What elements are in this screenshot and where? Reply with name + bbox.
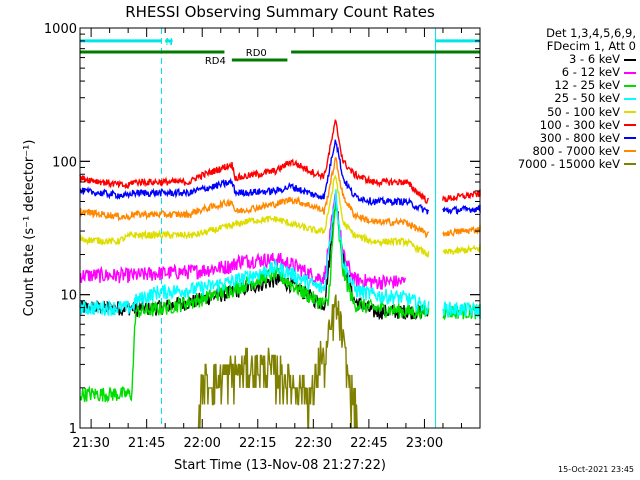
legend: Det 1,3,4,5,6,9, FDecim 1, Att 0 3 - 6 k… [480, 26, 636, 171]
legend-swatch [624, 111, 636, 114]
chart-title: RHESSI Observing Summary Count Rates [125, 3, 435, 21]
series-line-7000-15000-kev-0 [197, 294, 358, 429]
timestamp-stamp: 15-Oct-2021 23:45 [558, 465, 634, 474]
legend-entry-label: 25 - 50 keV [554, 91, 620, 106]
legend-entry-label: 800 - 7000 keV [532, 143, 620, 158]
series-line-12-25-kev-0 [79, 205, 430, 404]
legend-entry: 7000 - 15000 keV [480, 156, 636, 171]
status-bar-label-n: N [165, 37, 172, 48]
legend-entry-label: 50 - 100 keV [547, 104, 620, 119]
plot-frame [79, 27, 481, 429]
status-bar-label-rd4: RD4 [205, 56, 226, 67]
x-tick-label: 23:00 [406, 436, 443, 451]
series-line-25-50-kev-1 [442, 301, 481, 319]
legend-entry-label: 6 - 12 keV [561, 65, 620, 80]
legend-entry: 800 - 7000 keV [480, 143, 636, 158]
x-tick-label: 21:30 [72, 436, 109, 451]
x-tick-label: 22:45 [350, 436, 387, 451]
legend-header-2: FDecim 1, Att 0 [546, 39, 636, 54]
y-axis-label: Count Rate (s⁻¹ detector⁻¹) [22, 140, 37, 317]
legend-swatch [624, 150, 636, 153]
legend-entry-label: 3 - 6 keV [569, 52, 620, 67]
x-tick-label: 21:45 [128, 436, 165, 451]
legend-swatch [624, 58, 636, 61]
legend-swatch [624, 137, 636, 140]
series-line-800-7000-kev-0 [79, 157, 430, 239]
x-axis-label: Start Time (13-Nov-08 21:27:22) [174, 458, 386, 473]
series-line-50-100-kev-0 [79, 174, 430, 258]
legend-entry-label: 12 - 25 keV [554, 78, 620, 93]
legend-swatch [624, 124, 636, 127]
legend-swatch [624, 98, 636, 101]
y-tick-label: 1 [69, 422, 77, 437]
legend-entry: 50 - 100 keV [480, 104, 636, 119]
status-bars-layer: N RD0 RD4 [80, 37, 480, 67]
axes-layer: 1 10 100 1000 21:30 21:45 22:00 22:15 22:30 22:45… [44, 22, 481, 451]
status-bar-label-rd0: RD0 [246, 48, 267, 59]
y-tick-label: 1000 [44, 22, 77, 37]
x-tick-label: 22:00 [183, 436, 220, 451]
legend-swatch [624, 84, 636, 87]
legend-entry-label: 300 - 800 keV [539, 130, 620, 145]
x-tick-label: 22:30 [295, 436, 332, 451]
series-line-100-300-kev-1 [442, 189, 481, 203]
series-line-6-12-kev-0 [79, 193, 406, 291]
series-line-800-7000-kev-1 [442, 224, 481, 238]
legend-entry: 3 - 6 keV [480, 53, 636, 66]
series-layer [79, 119, 481, 429]
series-line-100-300-kev-0 [79, 119, 430, 205]
y-tick-label: 100 [52, 155, 77, 170]
series-line-25-50-kev-0 [79, 189, 430, 317]
legend-entry: 12 - 25 keV [480, 79, 636, 92]
legend-entry-label: 100 - 300 keV [539, 117, 620, 132]
legend-entry: 100 - 300 keV [480, 117, 636, 132]
series-line-50-100-kev-1 [442, 243, 481, 255]
legend-entry-label: 7000 - 15000 keV [517, 156, 620, 171]
x-tick-label: 22:15 [239, 436, 276, 451]
legend-entry: 300 - 800 keV [480, 130, 636, 145]
series-line-300-800-kev-0 [79, 139, 430, 215]
series-line-300-800-kev-1 [442, 204, 481, 215]
legend-header-1: Det 1,3,4,5,6,9, [546, 26, 636, 40]
legend-entry: 25 - 50 keV [480, 92, 636, 105]
legend-entry: 6 - 12 keV [480, 66, 636, 79]
y-tick-label: 10 [60, 289, 77, 304]
legend-swatch [624, 163, 636, 166]
legend-swatch [624, 71, 636, 74]
